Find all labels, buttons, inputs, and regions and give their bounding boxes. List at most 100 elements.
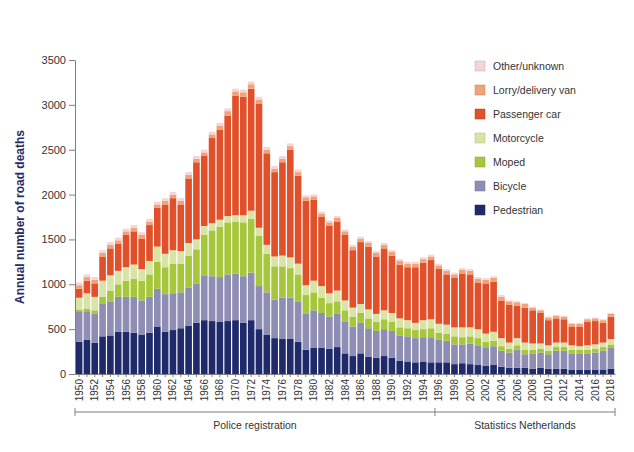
- group-line: [75, 412, 615, 413]
- bar: [545, 369, 552, 374]
- bar: [404, 267, 411, 320]
- tick-label: 0: [60, 368, 66, 380]
- bar: [131, 297, 138, 333]
- bar: [310, 292, 317, 310]
- bar: [84, 293, 91, 308]
- bar: [443, 334, 450, 341]
- bar: [138, 232, 145, 235]
- bar: [396, 265, 403, 319]
- tick: 2010: [543, 374, 554, 401]
- bar: [381, 245, 388, 249]
- bar: [482, 342, 489, 348]
- bar: [201, 275, 208, 320]
- bar: [568, 324, 575, 327]
- bar: [318, 298, 325, 313]
- tick-mark: [360, 374, 361, 377]
- legend-item: Motorcycle: [475, 132, 544, 144]
- tick-mark: [212, 374, 213, 377]
- bar: [193, 283, 200, 322]
- tick-mark: [610, 374, 611, 377]
- bar: [568, 322, 575, 324]
- bar: [224, 111, 231, 115]
- bar: [357, 323, 364, 354]
- tick: 2002: [480, 374, 491, 401]
- legend-label: Passenger car: [493, 108, 561, 120]
- bar: [592, 318, 599, 321]
- bar: [490, 341, 497, 346]
- bar: [357, 304, 364, 313]
- bar: [576, 353, 583, 369]
- bar: [428, 319, 435, 328]
- bar: [217, 227, 224, 277]
- tick-mark: [79, 374, 80, 377]
- bar: [506, 349, 513, 353]
- bar: [295, 342, 302, 374]
- bar: [146, 225, 153, 261]
- bar: [279, 298, 286, 339]
- tick: [477, 374, 478, 377]
- bar: [537, 368, 544, 374]
- bar: [177, 292, 184, 328]
- bar: [232, 91, 239, 95]
- bar: [404, 361, 411, 374]
- bar: [467, 364, 474, 374]
- bar: [412, 262, 419, 264]
- bar: [263, 150, 270, 154]
- bar: [482, 283, 489, 333]
- bar: [568, 326, 575, 345]
- tick: 1970: [230, 374, 241, 401]
- bar: [209, 132, 216, 135]
- bar: [584, 322, 591, 345]
- bar: [201, 226, 208, 235]
- bar: [349, 250, 356, 307]
- tick: 1990: [386, 374, 397, 401]
- bar: [381, 243, 388, 245]
- bar: [443, 271, 450, 275]
- bar: [91, 277, 98, 280]
- bar: [608, 369, 615, 374]
- tick-label: 2016: [590, 379, 601, 402]
- tick-mark: [126, 374, 127, 377]
- bar: [256, 236, 263, 286]
- bar: [162, 198, 169, 201]
- tick-label: 1954: [105, 379, 116, 402]
- bar: [107, 301, 114, 335]
- bar: [365, 241, 372, 243]
- tick: 2000: [42, 189, 75, 201]
- bar: [600, 351, 607, 370]
- bar: [76, 289, 83, 298]
- tick-mark: [571, 374, 572, 377]
- bar: [310, 348, 317, 374]
- tick-mark: [69, 239, 75, 240]
- bar: [475, 277, 482, 279]
- bar: [537, 310, 544, 313]
- bar: [224, 216, 231, 222]
- tick-mark: [556, 374, 557, 377]
- tick: [102, 374, 103, 377]
- tick: 1964: [183, 374, 194, 401]
- bar: [529, 369, 536, 374]
- tick: [415, 374, 416, 377]
- tick-label: 1964: [183, 379, 194, 402]
- bar: [404, 320, 411, 328]
- tick-label: 1956: [121, 379, 132, 402]
- bar: [365, 247, 372, 310]
- bar: [404, 336, 411, 361]
- bar: [240, 215, 247, 222]
- bar: [99, 250, 106, 253]
- bar: [99, 253, 106, 257]
- bar: [146, 221, 153, 225]
- bar: [553, 369, 560, 374]
- tick: 1972: [246, 374, 257, 401]
- bar: [592, 317, 599, 319]
- bar: [537, 343, 544, 348]
- tick: [243, 374, 244, 377]
- bar: [99, 304, 106, 336]
- bar: [412, 267, 419, 323]
- bar: [256, 99, 263, 103]
- bar: [475, 345, 482, 365]
- bar: [389, 322, 396, 331]
- tick: [462, 374, 463, 377]
- bar: [428, 328, 435, 337]
- group-label: Statistics Netherlands: [474, 419, 576, 431]
